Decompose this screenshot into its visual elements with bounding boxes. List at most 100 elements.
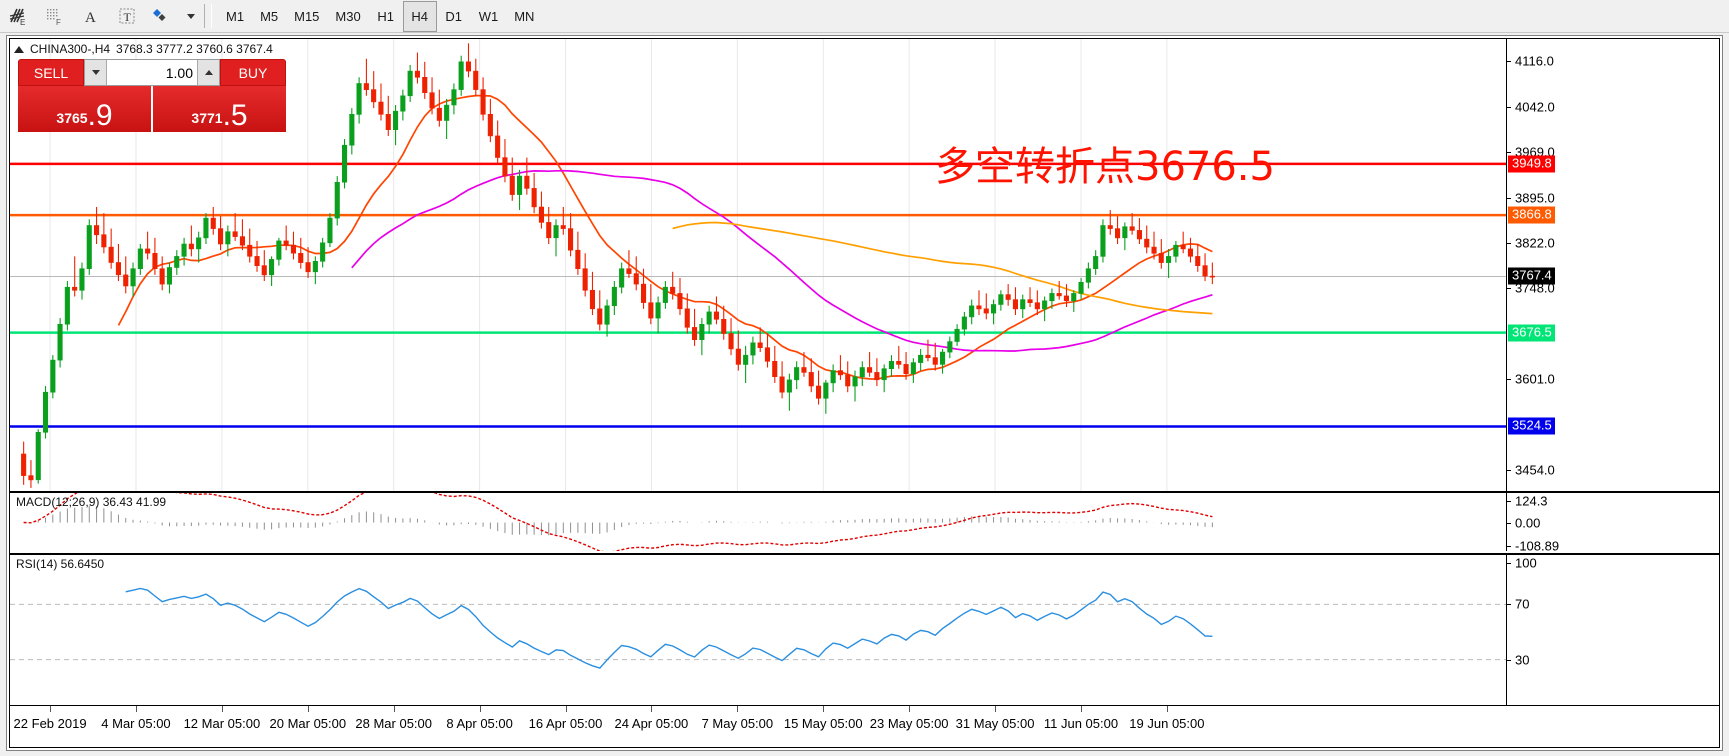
svg-text:E: E — [20, 18, 25, 27]
time-axis-tick — [565, 706, 567, 712]
time-axis-tick — [479, 706, 481, 712]
time-axis-tick — [135, 706, 137, 712]
price-level-badge[interactable]: 3866.8 — [1508, 206, 1555, 224]
macd-plot-area[interactable] — [10, 493, 1506, 551]
time-axis-tick — [221, 706, 223, 712]
timeframe-mn[interactable]: MN — [514, 8, 535, 24]
objects-dropdown-arrow[interactable] — [182, 2, 198, 30]
chevron-down-icon — [186, 13, 195, 19]
price-axis-tick — [1507, 242, 1511, 244]
timeframe-m30[interactable]: M30 — [335, 8, 361, 24]
main-toolbar: E F A — [0, 0, 1729, 33]
text-box-icon[interactable]: T — [110, 2, 144, 30]
macd-axis-label: 124.3 — [1515, 493, 1548, 509]
price-axis-label: 3895.0 — [1515, 190, 1555, 206]
time-axis-tick — [393, 706, 395, 712]
macd-axis-label: -108.89 — [1515, 538, 1560, 554]
price-level-badge[interactable]: 3767.4 — [1508, 267, 1555, 285]
buy-price-integer: 3771 — [191, 110, 223, 126]
time-axis-label: 4 Mar 05:00 — [101, 716, 171, 731]
price-chart-svg — [10, 39, 1506, 491]
volume-input[interactable]: 1.00 — [165, 64, 193, 81]
volume-increase-button[interactable] — [197, 60, 219, 85]
time-axis-label: 23 May 05:00 — [869, 716, 949, 731]
trade-prices-row: 3765 .9 3771 .5 — [18, 86, 286, 132]
time-axis-tick — [307, 706, 309, 712]
rsi-chart-svg — [10, 587, 1506, 669]
time-axis-tick — [995, 706, 997, 712]
price-level-badge[interactable]: 3949.8 — [1508, 155, 1555, 173]
price-level-badge[interactable]: 3676.5 — [1508, 324, 1555, 342]
buy-price-decimal: .5 — [222, 99, 248, 132]
timeframe-m5[interactable]: M5 — [260, 8, 279, 24]
time-axis-label: 16 Apr 05:00 — [528, 716, 603, 731]
volume-stepper[interactable]: 1.00 — [84, 59, 220, 86]
sell-price-display[interactable]: 3765 .9 — [18, 86, 151, 132]
symbol-ohlc: 3768.3 3777.2 3760.6 3767.4 — [116, 42, 273, 56]
rsi-axis-label: 70 — [1515, 596, 1530, 612]
timeframe-d1[interactable]: D1 — [445, 8, 463, 24]
time-axis-tick — [1166, 706, 1168, 712]
timeframe-m15[interactable]: M15 — [294, 8, 320, 24]
macd-axis-tick — [1507, 501, 1511, 502]
chevron-down-icon — [91, 70, 100, 75]
bottom-scroll-strip[interactable] — [0, 751, 1729, 756]
time-axis-label: 7 May 05:00 — [701, 716, 774, 731]
rsi-plot-area[interactable] — [10, 555, 1506, 705]
price-level-badge[interactable]: 3524.5 — [1508, 417, 1555, 435]
price-axis-tick — [1507, 152, 1511, 153]
rsi-pane: RSI(14) 56.6450 100 70 30 — [10, 553, 1719, 705]
price-axis-tick — [1507, 470, 1511, 471]
macd-axis: 124.3 0.00 -108.89 — [1506, 493, 1719, 554]
buy-price-display[interactable]: 3771 .5 — [153, 86, 286, 132]
time-axis-tick — [823, 706, 825, 712]
price-axis-label: 4042.0 — [1515, 99, 1555, 115]
chevron-up-icon — [204, 70, 213, 75]
sell-button[interactable]: SELL — [18, 59, 84, 86]
timeframe-m1[interactable]: M1 — [226, 8, 245, 24]
time-axis-label: 8 Apr 05:00 — [446, 716, 513, 731]
grid-icon[interactable]: F — [38, 2, 72, 30]
price-axis-tick — [1507, 106, 1511, 108]
macd-axis-label: 0.00 — [1515, 515, 1541, 531]
time-axis-tick — [50, 706, 52, 712]
objects-icon[interactable] — [146, 2, 180, 30]
timeframe-group: M1 M5 M15 M30 H1 H4 D1 W1 MN — [218, 0, 542, 33]
price-plot-area[interactable] — [10, 39, 1506, 491]
sell-price-decimal: .9 — [87, 99, 113, 132]
price-axis-label: 3822.0 — [1515, 235, 1555, 251]
price-axis-tick — [1507, 288, 1511, 290]
chart-canvas[interactable]: 4116.0 4042.0 3969.0 3895.0 3822.0 3748.0 3601… — [9, 38, 1720, 748]
chart-annotation-text: 多空转折点3676.5 — [935, 144, 1275, 190]
buy-button[interactable]: BUY — [220, 59, 286, 86]
rsi-indicator-label: RSI(14) 56.6450 — [16, 557, 105, 571]
text-label-icon[interactable]: A — [74, 2, 108, 30]
timeframe-w1[interactable]: W1 — [478, 8, 499, 24]
indicators-icon[interactable]: E — [2, 2, 36, 30]
time-axis-label: 11 Jun 05:00 — [1043, 716, 1119, 731]
price-axis[interactable]: 4116.0 4042.0 3969.0 3895.0 3822.0 3748.0 3601… — [1506, 39, 1719, 491]
price-axis-tick — [1507, 379, 1511, 381]
time-axis-tick — [909, 706, 911, 712]
rsi-axis-label: 30 — [1515, 652, 1530, 668]
timeframe-h1[interactable]: H1 — [377, 8, 395, 24]
toolbar-divider — [204, 4, 212, 28]
macd-pane: MACD(12;26,9) 36.43 41.99 124.3 0.00 -108.… — [10, 491, 1719, 554]
time-axis-label: 31 May 05:00 — [955, 716, 1035, 731]
one-click-trade-panel: SELL 1.00 BUY 3765 .9 — [18, 59, 286, 132]
symbol-name: CHINA300-,H4 — [30, 42, 111, 56]
time-axis-label: 15 May 05:00 — [783, 716, 863, 731]
price-axis-tick — [1507, 197, 1511, 199]
time-axis-label: 12 Mar 05:00 — [183, 716, 261, 731]
time-axis-label: 19 Jun 05:00 — [1129, 716, 1205, 731]
volume-decrease-button[interactable] — [85, 60, 107, 85]
svg-text:F: F — [56, 18, 61, 27]
rsi-axis-tick — [1507, 563, 1511, 564]
svg-text:T: T — [124, 10, 132, 24]
chart-window: 4116.0 4042.0 3969.0 3895.0 3822.0 3748.0 3601… — [6, 35, 1723, 751]
collapse-triangle-icon[interactable] — [14, 45, 24, 53]
sell-price-integer: 3765 — [56, 110, 88, 126]
macd-axis-tick — [1507, 546, 1511, 548]
timeframe-h4[interactable]: H4 — [402, 0, 437, 32]
